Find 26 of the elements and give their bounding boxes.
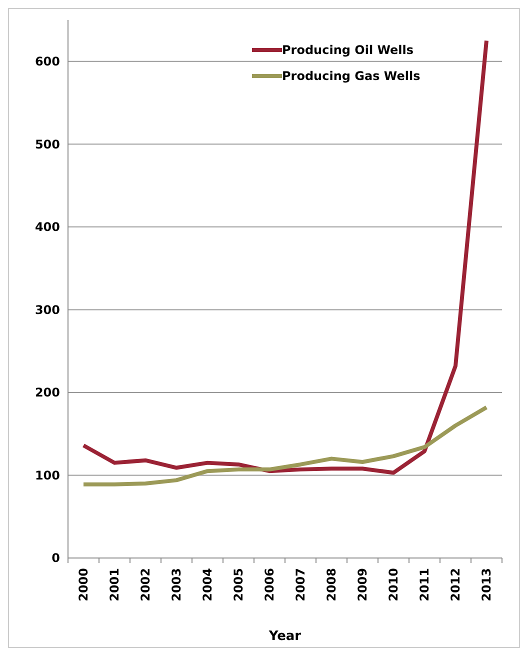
legend-label: Producing Gas Wells xyxy=(282,69,420,84)
y-tick-label: 200 xyxy=(34,386,60,400)
line-series xyxy=(82,405,488,486)
x-tick-label: 2012 xyxy=(448,568,463,602)
x-tick-label: 2002 xyxy=(138,568,153,602)
legend-label: Producing Oil Wells xyxy=(282,43,414,58)
x-tick-label: 2005 xyxy=(232,568,246,602)
line-series xyxy=(82,38,488,475)
y-tick-label: 400 xyxy=(34,220,60,234)
y-tick-label: 100 xyxy=(34,468,60,482)
x-tick-label: 2003 xyxy=(170,568,184,602)
x-tick-label: 2007 xyxy=(294,568,308,602)
x-tick-label: 2004 xyxy=(200,568,215,602)
y-tick-label: 500 xyxy=(34,137,60,152)
x-tick-label: 2010 xyxy=(386,568,401,602)
x-tick-label: 2013 xyxy=(480,568,494,602)
y-tick-label: 0 xyxy=(52,551,60,566)
x-tick-label: 2011 xyxy=(418,568,432,602)
y-tick-label: 300 xyxy=(34,302,60,317)
y-tick-label: 600 xyxy=(34,54,60,69)
x-tick-label: 2009 xyxy=(356,568,370,602)
x-tick-label: 2000 xyxy=(76,568,91,602)
x-axis-title: Year xyxy=(268,629,302,644)
x-tick-label: 2008 xyxy=(324,568,339,602)
x-tick-label: 2006 xyxy=(262,568,277,602)
x-tick-label: 2001 xyxy=(108,568,122,602)
